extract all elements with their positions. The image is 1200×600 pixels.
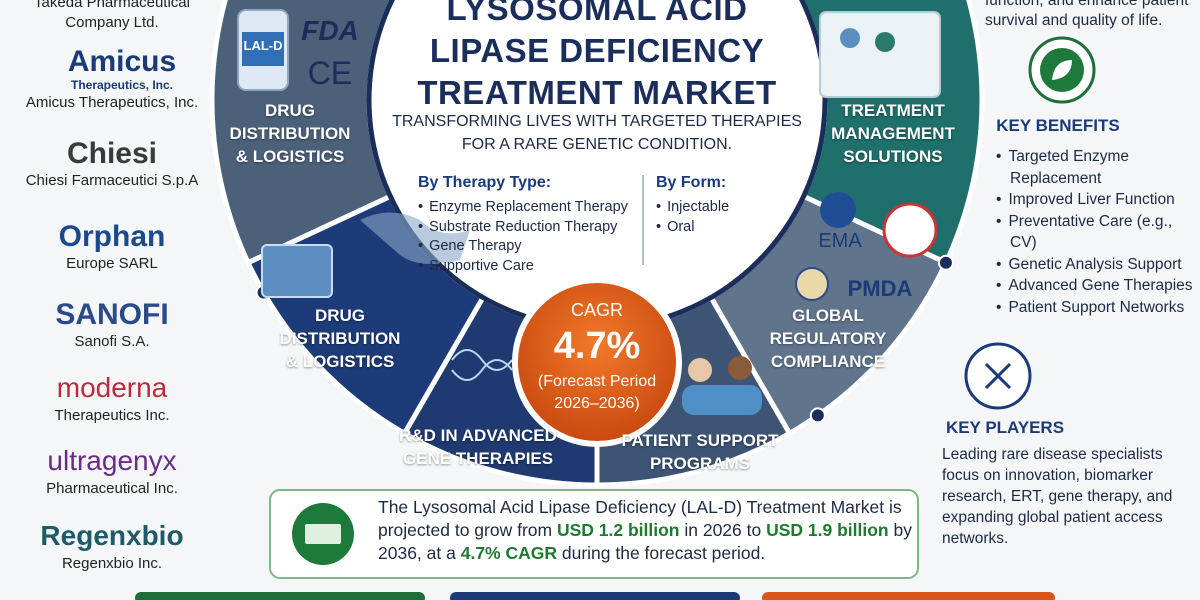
person-icon: [688, 358, 712, 382]
segment-label: GENE THERAPIES: [402, 449, 554, 468]
company-logo: Orphan: [58, 220, 166, 253]
summary-run: in 2026 to: [679, 520, 767, 540]
summary-run: during the forecast period.: [557, 543, 766, 563]
benefit-item: Genetic Analysis Support: [996, 254, 1195, 276]
company-name: Pharmaceutical Inc.: [46, 480, 178, 497]
seal-badge: [882, 202, 938, 258]
company-logo: moderna: [56, 372, 168, 403]
company-name: Europe SARL: [66, 255, 158, 272]
cooler-icon: [261, 244, 333, 298]
subtitle-line: TRANSFORMING LIVES WITH TARGETED THERAPI…: [392, 113, 802, 130]
company-name: Company Ltd.: [65, 14, 159, 31]
segment-label: PATIENT SUPPORT: [621, 431, 779, 450]
segment-label: MANAGEMENT: [831, 124, 955, 143]
ring-dot: [809, 407, 826, 424]
company-name: Chiesi Farmaceutici S.p.A: [25, 172, 199, 189]
segment-label: TREATMENT: [841, 101, 945, 120]
segment-label: DISTRIBUTION: [229, 124, 351, 143]
segment-label: REGULATORY: [769, 329, 887, 348]
company-name: Takeda Pharmaceutical: [34, 0, 190, 11]
ema-badge: [820, 192, 856, 228]
dna-icon: [451, 349, 513, 381]
avatar-icon: [840, 28, 860, 48]
section-heading: By Form:: [656, 174, 727, 191]
cagr-disc: [512, 277, 682, 447]
summary-highlight: USD 1.9 billion: [766, 520, 889, 540]
segment-label: COMPLIANCE: [770, 352, 886, 371]
tablet-icon: [819, 11, 941, 98]
title-line: LIPASE DEFICIENCY: [429, 32, 765, 69]
ring-dot: [937, 254, 954, 271]
section-heading: KEY PLAYERS: [945, 418, 1065, 437]
company-name: Sanofi S.A.: [74, 333, 150, 350]
list-item: Substrate Reduction Therapy: [418, 218, 617, 238]
leaf-shape: [1052, 60, 1072, 80]
network-icon: [984, 362, 1012, 390]
cagr-value: 4.7%: [553, 325, 641, 367]
segment-label: PROGRAMS: [649, 454, 751, 473]
company-logo: Therapeutics, Inc.: [70, 78, 174, 92]
subtitle-line: FOR A RARE GENETIC CONDITION.: [461, 136, 733, 153]
list-item: Gene Therapy: [418, 237, 521, 257]
title-line: LYSOSOMAL ACID: [446, 0, 748, 27]
summary-box: [269, 489, 919, 579]
benefit-item: Patient Support Networks: [996, 297, 1195, 319]
players-text: Leading rare disease specialists focus o…: [942, 446, 1173, 547]
list-item: Supportive Care: [418, 257, 534, 277]
segment-label: & LOGISTICS: [235, 147, 345, 166]
company-logo: ultragenyx: [47, 445, 177, 476]
vial-label: [242, 32, 284, 66]
benefit-item: Preventative Care (e.g., CV): [996, 211, 1195, 254]
section-heading: KEY BENEFITS: [996, 116, 1120, 135]
fda-badge: FDA: [301, 15, 359, 46]
segment-label: DRUG: [314, 306, 366, 325]
list-item: Oral: [656, 218, 694, 238]
company-name: Regenxbio Inc.: [61, 555, 163, 572]
people-icon: [682, 385, 762, 415]
summary-run: by 2036, at a: [378, 520, 912, 563]
ce-badge: CE: [307, 55, 353, 91]
summary-text: The Lysosomal Acid Lipase Deficiency (LA…: [378, 496, 913, 565]
intro-line: survival and quality of life.: [985, 12, 1163, 29]
segment-label: SOLUTIONS: [843, 147, 943, 166]
segment-label: DRUG: [264, 101, 316, 120]
benefit-item: Advanced Gene Therapies: [996, 275, 1195, 297]
section-heading: By Therapy Type:: [418, 174, 552, 191]
pmda-badge: PMDA: [847, 276, 913, 301]
seal-badge: [795, 267, 829, 301]
segment-label: GLOBAL: [792, 306, 864, 325]
summary-run: The Lysosomal Acid Lipase Deficiency (LA…: [378, 497, 902, 540]
company-logo: Chiesi: [66, 137, 158, 170]
summary-highlight: 4.7% CAGR: [460, 543, 557, 563]
segment-label: DISTRIBUTION: [279, 329, 401, 348]
segment-label: & LOGISTICS: [285, 352, 395, 371]
vial-badge: LAL-D: [243, 38, 283, 53]
company-name: Therapeutics Inc.: [54, 407, 170, 424]
company-logo: Regenxbio: [40, 520, 184, 551]
cagr-label: CAGR: [570, 300, 624, 320]
company-logo: SANOFI: [55, 298, 169, 331]
cagr-period: 2026–2036): [554, 395, 640, 412]
intro-line: function, and enhance patient: [985, 0, 1189, 9]
person-icon: [728, 356, 752, 380]
list-item: Injectable: [656, 198, 729, 218]
bottom-tab: [135, 592, 425, 600]
bottom-tab: [450, 592, 740, 600]
bottom-tab: [762, 592, 1055, 600]
benefit-item: Improved Liver Function: [996, 189, 1195, 211]
cagr-period: (Forecast Period: [537, 373, 657, 390]
company-logo: Amicus: [67, 45, 177, 78]
segment-label: R&D IN ADVANCED: [399, 426, 557, 445]
list-item: Enzyme Replacement Therapy: [418, 198, 628, 218]
benefit-item: Targeted Enzyme Replacement: [996, 146, 1195, 189]
avatar-icon: [875, 32, 895, 52]
summary-highlight: USD 1.2 billion: [556, 520, 680, 540]
title-line: TREATMENT MARKET: [417, 74, 777, 111]
money-icon-bill: [305, 524, 341, 544]
company-name: Amicus Therapeutics, Inc.: [25, 94, 199, 111]
ema-badge: EMA: [818, 230, 862, 252]
